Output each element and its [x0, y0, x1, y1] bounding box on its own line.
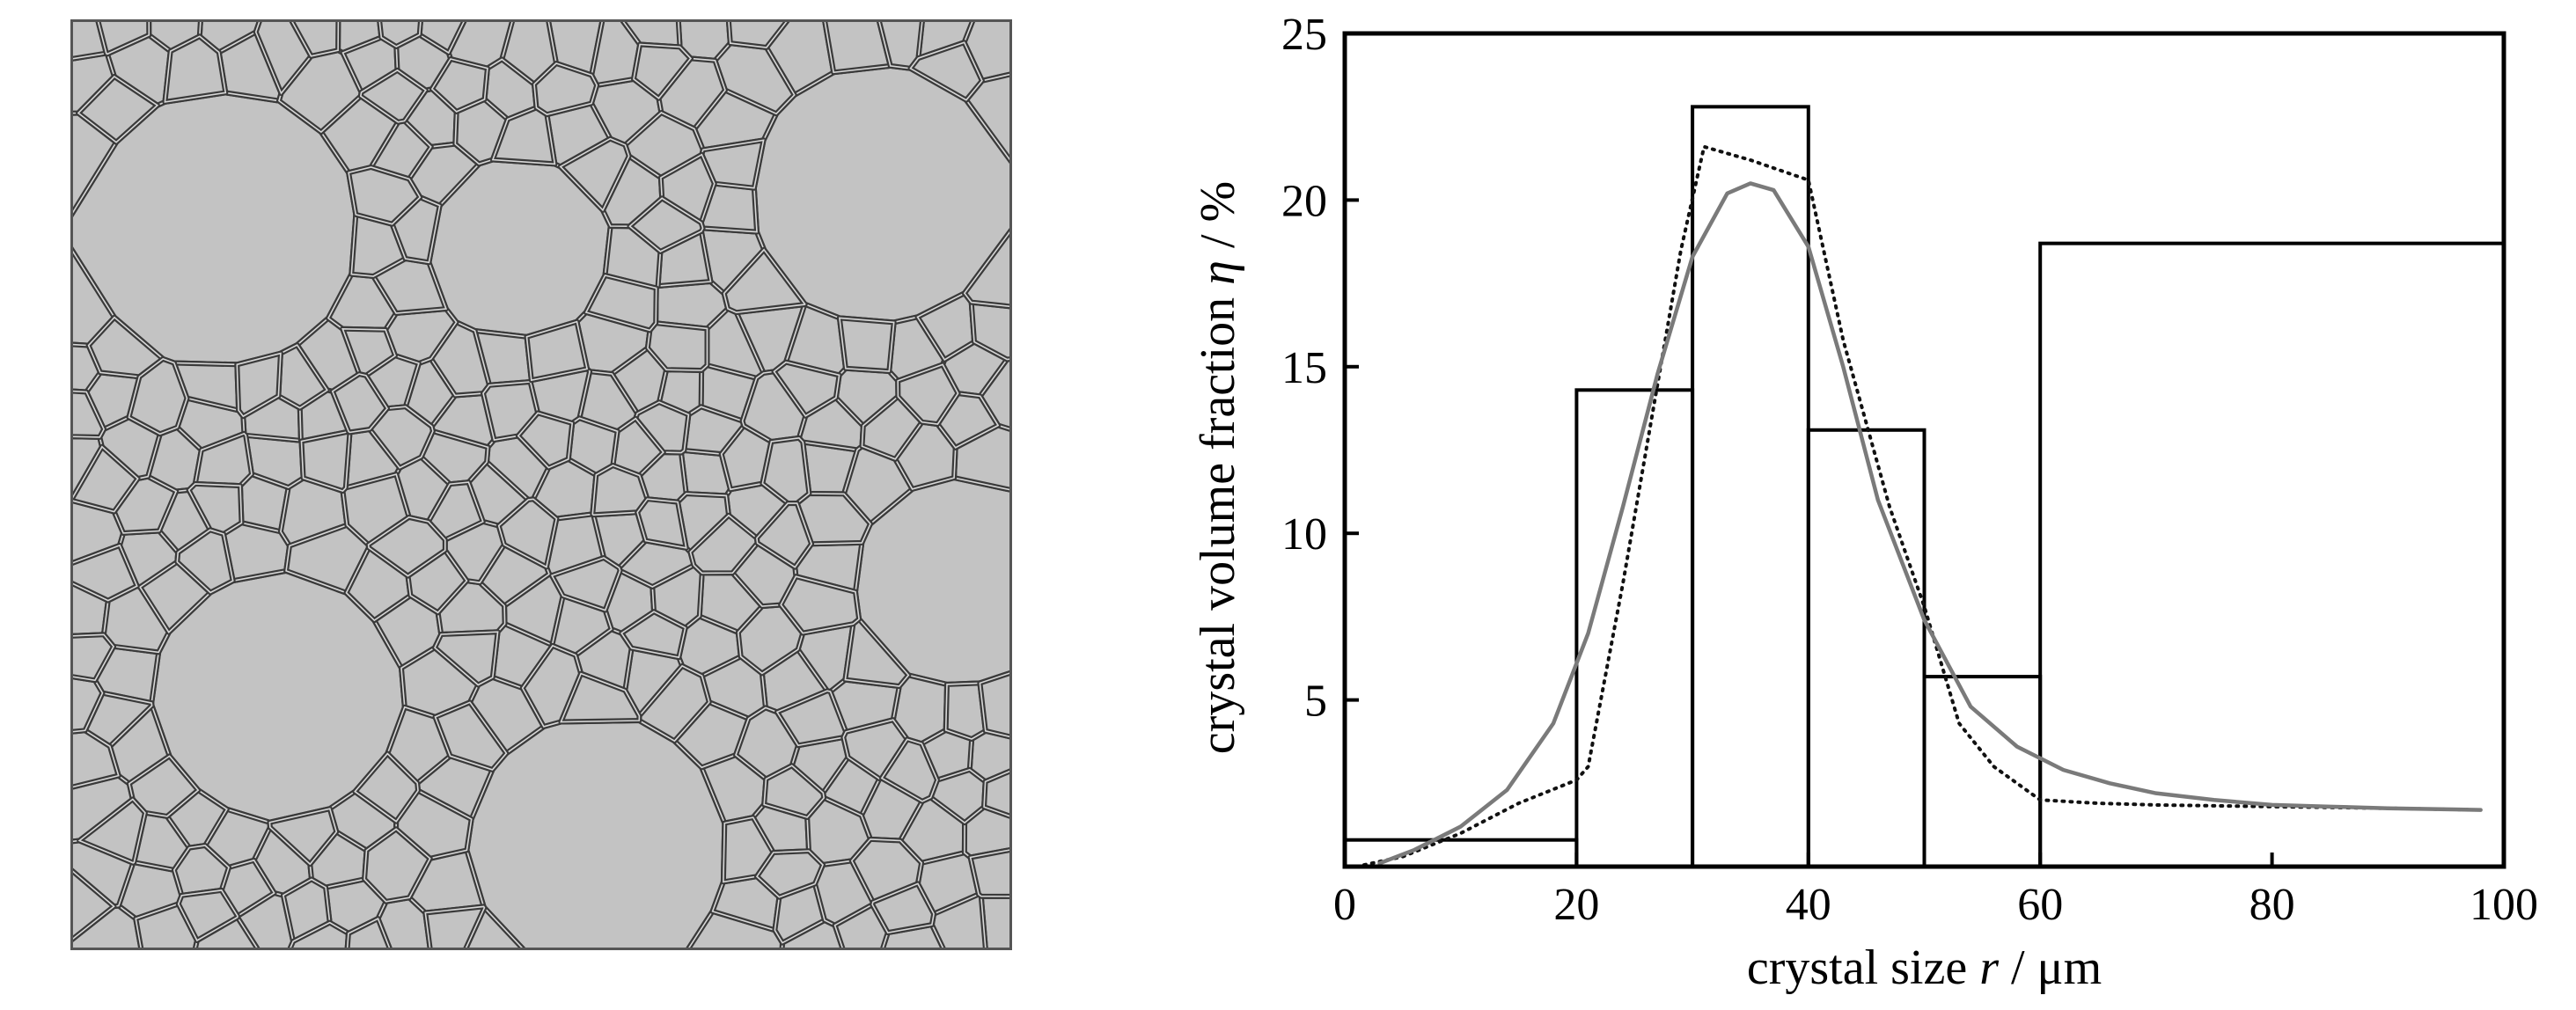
- histogram-bar: [1806, 428, 1926, 868]
- grain-boundary-highlight: [176, 529, 234, 594]
- grain-boundary-highlight: [880, 738, 938, 802]
- y-tick-label: 20: [1281, 176, 1327, 226]
- grain-boundary-highlight: [77, 75, 159, 143]
- distribution-lines: [1354, 144, 2483, 868]
- x-axis-ticks: 0 20 40 60 80 100: [1333, 853, 2538, 930]
- grain-boundary-highlight: [636, 498, 687, 549]
- grain-boundary-highlight: [268, 808, 338, 866]
- grain-boundary-highlight: [517, 412, 574, 469]
- plot-frame: [1342, 31, 2506, 869]
- y-axis-title-prefix: crystal volume fraction: [1191, 285, 1245, 754]
- grain-boundary-highlight: [391, 196, 441, 264]
- grain-boundary-highlight: [673, 701, 750, 769]
- grain-boundary-highlight: [430, 58, 488, 113]
- grain-boundary-highlight: [331, 373, 388, 434]
- grain-boundary-highlight: [647, 322, 708, 371]
- x-tick-label: 100: [2470, 880, 2538, 930]
- crystal-size-chart: 0 20 40 60 80 100 5 10 15 20 25 crystal size r / …: [1153, 0, 2561, 1006]
- smooth-fit-curve: [1377, 181, 2483, 866]
- grain-boundary-highlight: [773, 361, 840, 417]
- x-tick-label: 80: [2249, 880, 2295, 930]
- grain-boundary-highlight: [723, 816, 774, 883]
- y-tick-label: 5: [1304, 677, 1327, 727]
- grain-boundary-highlight: [763, 765, 826, 818]
- x-tick-label: 40: [1786, 880, 1831, 930]
- grain-boundary-highlight: [838, 317, 895, 372]
- grain-boundary-highlight: [842, 719, 908, 780]
- grain-boundary-highlight: [909, 41, 983, 101]
- grain-boundary-highlight: [491, 106, 556, 165]
- grain-boundary-highlight: [236, 352, 282, 418]
- x-tick-label: 0: [1333, 880, 1356, 930]
- grain-boundary-highlight: [560, 672, 641, 723]
- x-axis-title-suffix: / μm: [1999, 940, 2102, 995]
- histogram-bar: [2038, 241, 2506, 869]
- chart-svg: 0 20 40 60 80 100 5 10 15 20 25 crystal size r / …: [1191, 10, 2538, 995]
- x-axis-title-var: r: [1979, 940, 1999, 995]
- grain-boundary-highlight: [434, 701, 508, 771]
- y-tick-label: 25: [1281, 10, 1327, 60]
- grain-boundary-highlight: [861, 395, 923, 460]
- grain-boundary-highlight: [434, 631, 499, 686]
- y-axis-title-var: η: [1191, 260, 1245, 285]
- grain-boundary-highlight: [367, 516, 446, 577]
- histogram-bar: [1922, 675, 2043, 868]
- grain-boundary-highlight: [359, 69, 427, 123]
- y-axis-ticks: 5 10 15 20 25: [1281, 10, 1359, 727]
- grain-boundary-highlight: [591, 465, 649, 516]
- x-tick-label: 60: [2017, 880, 2063, 930]
- grain-boundary-highlight: [723, 248, 806, 314]
- histogram-bars: [1343, 105, 2506, 869]
- grain-boundary-highlight: [525, 320, 589, 382]
- dotted-series-line: [1354, 144, 2483, 868]
- x-tick-label: 20: [1553, 880, 1599, 930]
- grain-boundary-highlight: [761, 436, 811, 504]
- grain-boundary-highlight: [533, 62, 598, 116]
- grain-boundary-highlight: [348, 166, 422, 225]
- x-axis-title-prefix: crystal size: [1747, 940, 1979, 995]
- grain-cell: [836, 315, 897, 374]
- micrograph-border: [70, 19, 1012, 950]
- grain-micrograph: [68, 17, 1015, 953]
- grain-boundary-highlight: [633, 43, 692, 99]
- grain-boundary-highlight: [550, 557, 621, 611]
- grain-boundary-highlight: [755, 850, 824, 898]
- grain-boundary-highlight: [756, 502, 812, 568]
- grain-boundary-highlight: [620, 611, 686, 659]
- grain-cell: [298, 428, 353, 494]
- grain-boundary-highlight: [363, 828, 431, 903]
- grain-boundary-highlight: [780, 575, 860, 634]
- grain-boundary-highlight: [77, 798, 146, 864]
- grain-structure-image: [68, 17, 1015, 953]
- grain-boundary-highlight: [628, 197, 704, 252]
- grain-boundary-highlight: [497, 498, 558, 568]
- grain-boundaries: [68, 17, 1015, 953]
- y-axis-title: crystal volume fraction η / %: [1191, 181, 1245, 754]
- grain-boundary-highlight: [559, 137, 630, 212]
- grain-boundary-highlight: [128, 357, 188, 435]
- y-axis-title-suffix: / %: [1191, 181, 1245, 260]
- grain-boundary-highlight: [635, 401, 690, 454]
- grain-boundary-highlight: [735, 706, 799, 780]
- grain-boundary-highlight: [897, 363, 959, 425]
- grain-boundary-highlight: [164, 35, 227, 103]
- x-axis-title: crystal size r / μm: [1747, 940, 2102, 995]
- y-tick-label: 10: [1281, 509, 1327, 560]
- grain-boundary-highlight: [584, 274, 657, 332]
- grain-boundary-highlight: [177, 889, 239, 942]
- grain-boundary-highlight: [871, 882, 935, 933]
- grain-boundary-highlight: [660, 153, 716, 224]
- y-tick-label: 15: [1281, 343, 1327, 393]
- grain-boundary-highlight: [354, 752, 419, 823]
